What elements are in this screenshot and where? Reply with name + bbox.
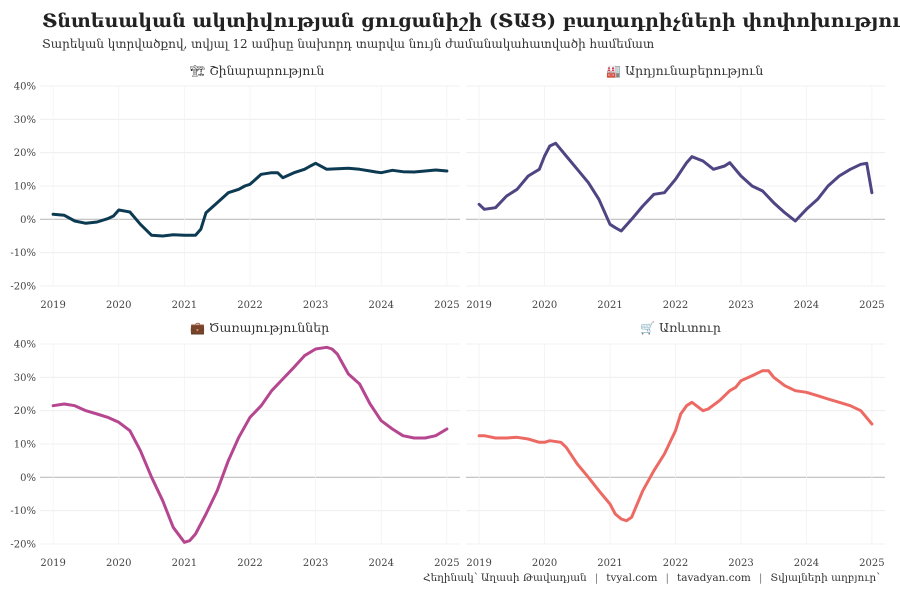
y-tick-label: 0% — [20, 215, 36, 226]
x-tick-label: 2021 — [172, 300, 197, 311]
x-tick-label: 2022 — [237, 300, 262, 311]
factory-icon: 🏭 — [606, 64, 621, 78]
x-tick-label: 2020 — [106, 558, 131, 569]
construction-icon: 🏗 — [190, 64, 206, 78]
x-tick-label: 2020 — [106, 300, 131, 311]
y-tick-label: 30% — [14, 373, 36, 384]
x-tick-label: 2022 — [663, 558, 688, 569]
x-tick-label: 2023 — [303, 558, 328, 569]
x-tick-label: 2019 — [40, 558, 65, 569]
series-line — [477, 369, 874, 523]
panel-title-label: Առևտուր — [658, 320, 721, 335]
x-tick-label: 2023 — [303, 300, 328, 311]
shopping-cart-icon: 🛒 — [640, 321, 655, 335]
y-tick-label: 40% — [14, 82, 36, 93]
x-tick-label: 2024 — [794, 558, 819, 569]
briefcase-icon: 💼 — [190, 321, 205, 335]
x-tick-label: 2021 — [597, 300, 622, 311]
x-tick-label: 2022 — [663, 300, 688, 311]
x-tick-label: 2022 — [237, 558, 262, 569]
panel-title-label: Ծառայություններ — [208, 320, 330, 335]
caption-site-2[interactable]: tavadyan.com — [677, 572, 751, 584]
y-tick-label: -20% — [10, 282, 36, 293]
panel-title-label: Շինարարություն — [209, 63, 325, 78]
y-tick-label: 10% — [14, 440, 36, 451]
x-tick-label: 2025 — [859, 300, 884, 311]
y-tick-label: -20% — [10, 540, 36, 551]
panel-title-trade: 🛒 Առևտուր — [640, 320, 721, 335]
y-tick-label: -10% — [10, 506, 36, 517]
x-tick-label: 2019 — [466, 300, 491, 311]
y-tick-label: 20% — [14, 148, 36, 159]
x-tick-label: 2021 — [172, 558, 197, 569]
x-tick-label: 2025 — [859, 558, 884, 569]
y-tick-label: 0% — [20, 473, 36, 484]
panel-title-label: Արդյունաբերություն — [624, 63, 764, 78]
y-tick-label: 20% — [14, 406, 36, 417]
x-tick-label: 2019 — [40, 300, 65, 311]
x-tick-label: 2023 — [728, 300, 753, 311]
y-tick-label: -10% — [10, 248, 36, 259]
caption-author: Հեղինակ՝ Աղասի Թավադյան — [423, 572, 587, 584]
panel-title-services: 💼 Ծառայություններ — [190, 320, 329, 335]
chart-subtitle: Տարեկան կտրվածքով, տվյալ 12 ամիսը նախորդ… — [42, 37, 655, 51]
chart-title: Տնտեսական ակտիվության ցուցանիշի (ՏԱՑ) բա… — [42, 10, 900, 32]
x-tick-label: 2024 — [794, 300, 819, 311]
panel-title-construction: 🏗 Շինարարություն — [190, 63, 324, 78]
x-tick-label: 2021 — [597, 558, 622, 569]
y-tick-label: 10% — [14, 182, 36, 193]
x-tick-label: 2024 — [369, 558, 394, 569]
x-tick-label: 2019 — [466, 558, 491, 569]
series-line — [51, 161, 449, 238]
caption-site-1[interactable]: tvyal.com — [606, 572, 658, 584]
caption: Հեղինակ՝ Աղասի Թավադյան | tvyal.com | tavady… — [423, 572, 880, 584]
series-line — [477, 141, 874, 233]
panel-title-industry: 🏭 Արդյունաբերություն — [606, 63, 763, 78]
x-tick-label: 2023 — [728, 558, 753, 569]
x-tick-label: 2025 — [434, 558, 459, 569]
x-tick-label: 2020 — [532, 558, 557, 569]
x-tick-label: 2020 — [532, 300, 557, 311]
x-tick-label: 2024 — [369, 300, 394, 311]
y-tick-label: 30% — [14, 115, 36, 126]
y-tick-label: 40% — [14, 340, 36, 351]
x-tick-label: 2025 — [434, 300, 459, 311]
series-line — [51, 345, 449, 544]
caption-source: Տվյալների աղբյուր՝ — [770, 572, 880, 584]
